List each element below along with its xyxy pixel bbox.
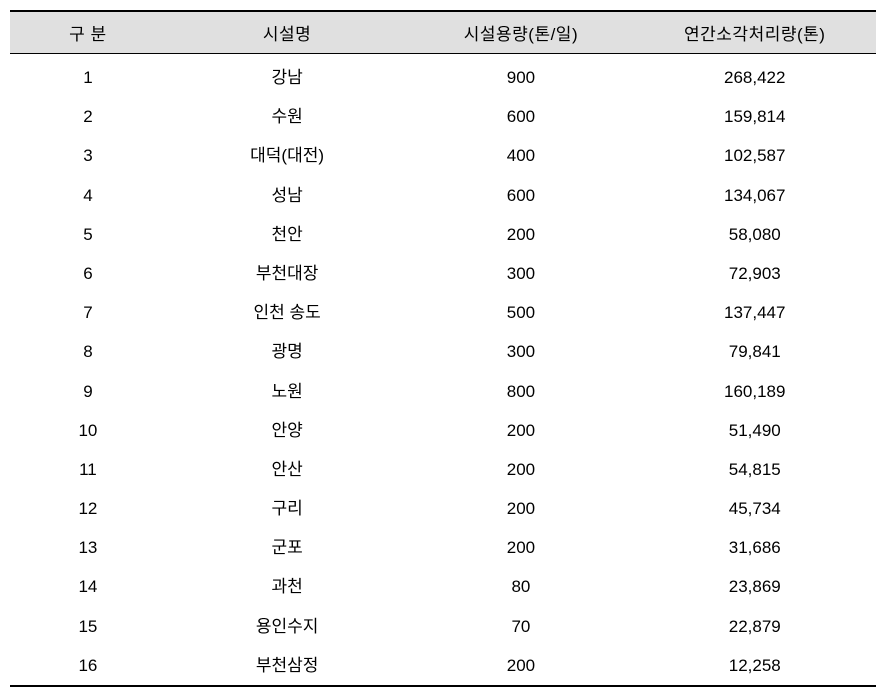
cell-capacity: 200 <box>408 489 633 528</box>
table-row: 3대덕(대전)400102,587 <box>10 136 876 175</box>
cell-name: 성남 <box>166 176 408 215</box>
table-row: 7인천 송도500137,447 <box>10 293 876 332</box>
table-row: 5천안20058,080 <box>10 215 876 254</box>
header-name: 시설명 <box>166 11 408 54</box>
cell-capacity: 600 <box>408 176 633 215</box>
cell-num: 1 <box>10 54 166 97</box>
cell-name: 노원 <box>166 372 408 411</box>
cell-annual: 137,447 <box>634 293 877 332</box>
table-header: 구 분 시설명 시설용량(톤/일) 연간소각처리량(톤) <box>10 11 876 54</box>
cell-name: 구리 <box>166 489 408 528</box>
table-row: 1강남900268,422 <box>10 54 876 97</box>
cell-num: 7 <box>10 293 166 332</box>
table-row: 6부천대장30072,903 <box>10 254 876 293</box>
cell-capacity: 200 <box>408 646 633 686</box>
cell-num: 3 <box>10 136 166 175</box>
cell-num: 11 <box>10 450 166 489</box>
cell-capacity: 200 <box>408 215 633 254</box>
cell-annual: 12,258 <box>634 646 877 686</box>
table-row: 10안양20051,490 <box>10 411 876 450</box>
cell-num: 13 <box>10 528 166 567</box>
cell-name: 군포 <box>166 528 408 567</box>
cell-annual: 23,869 <box>634 567 877 606</box>
cell-capacity: 200 <box>408 411 633 450</box>
table-row: 9노원800160,189 <box>10 372 876 411</box>
cell-capacity: 300 <box>408 254 633 293</box>
table-row: 8광명30079,841 <box>10 332 876 371</box>
table-row: 2수원600159,814 <box>10 97 876 136</box>
cell-capacity: 80 <box>408 567 633 606</box>
header-annual: 연간소각처리량(톤) <box>634 11 877 54</box>
cell-name: 안산 <box>166 450 408 489</box>
cell-capacity: 400 <box>408 136 633 175</box>
header-row: 구 분 시설명 시설용량(톤/일) 연간소각처리량(톤) <box>10 11 876 54</box>
cell-annual: 160,189 <box>634 372 877 411</box>
cell-annual: 31,686 <box>634 528 877 567</box>
cell-annual: 102,587 <box>634 136 877 175</box>
cell-annual: 134,067 <box>634 176 877 215</box>
cell-annual: 54,815 <box>634 450 877 489</box>
cell-capacity: 600 <box>408 97 633 136</box>
table-row: 15용인수지7022,879 <box>10 607 876 646</box>
cell-annual: 45,734 <box>634 489 877 528</box>
cell-num: 10 <box>10 411 166 450</box>
cell-annual: 79,841 <box>634 332 877 371</box>
header-capacity: 시설용량(톤/일) <box>408 11 633 54</box>
cell-num: 9 <box>10 372 166 411</box>
cell-annual: 159,814 <box>634 97 877 136</box>
cell-capacity: 800 <box>408 372 633 411</box>
cell-capacity: 200 <box>408 450 633 489</box>
table-row: 4성남600134,067 <box>10 176 876 215</box>
cell-name: 과천 <box>166 567 408 606</box>
cell-annual: 22,879 <box>634 607 877 646</box>
table-row: 11안산20054,815 <box>10 450 876 489</box>
cell-name: 부천대장 <box>166 254 408 293</box>
header-num: 구 분 <box>10 11 166 54</box>
table-row: 14과천8023,869 <box>10 567 876 606</box>
table-body: 1강남900268,4222수원600159,8143대덕(대전)400102,… <box>10 54 876 686</box>
cell-num: 16 <box>10 646 166 686</box>
cell-capacity: 200 <box>408 528 633 567</box>
cell-name: 용인수지 <box>166 607 408 646</box>
incineration-facility-table: 구 분 시설명 시설용량(톤/일) 연간소각처리량(톤) 1강남900268,4… <box>10 10 876 687</box>
cell-capacity: 300 <box>408 332 633 371</box>
cell-num: 14 <box>10 567 166 606</box>
cell-num: 8 <box>10 332 166 371</box>
cell-name: 강남 <box>166 54 408 97</box>
cell-num: 5 <box>10 215 166 254</box>
cell-name: 안양 <box>166 411 408 450</box>
cell-name: 부천삼정 <box>166 646 408 686</box>
data-table: 구 분 시설명 시설용량(톤/일) 연간소각처리량(톤) 1강남900268,4… <box>10 10 876 687</box>
cell-name: 천안 <box>166 215 408 254</box>
cell-capacity: 70 <box>408 607 633 646</box>
cell-num: 4 <box>10 176 166 215</box>
cell-name: 광명 <box>166 332 408 371</box>
cell-name: 인천 송도 <box>166 293 408 332</box>
cell-name: 수원 <box>166 97 408 136</box>
cell-annual: 72,903 <box>634 254 877 293</box>
table-row: 13군포20031,686 <box>10 528 876 567</box>
cell-num: 15 <box>10 607 166 646</box>
cell-annual: 58,080 <box>634 215 877 254</box>
cell-num: 6 <box>10 254 166 293</box>
table-row: 16부천삼정20012,258 <box>10 646 876 686</box>
cell-name: 대덕(대전) <box>166 136 408 175</box>
cell-capacity: 500 <box>408 293 633 332</box>
cell-annual: 51,490 <box>634 411 877 450</box>
cell-num: 2 <box>10 97 166 136</box>
cell-capacity: 900 <box>408 54 633 97</box>
cell-num: 12 <box>10 489 166 528</box>
table-row: 12구리20045,734 <box>10 489 876 528</box>
cell-annual: 268,422 <box>634 54 877 97</box>
